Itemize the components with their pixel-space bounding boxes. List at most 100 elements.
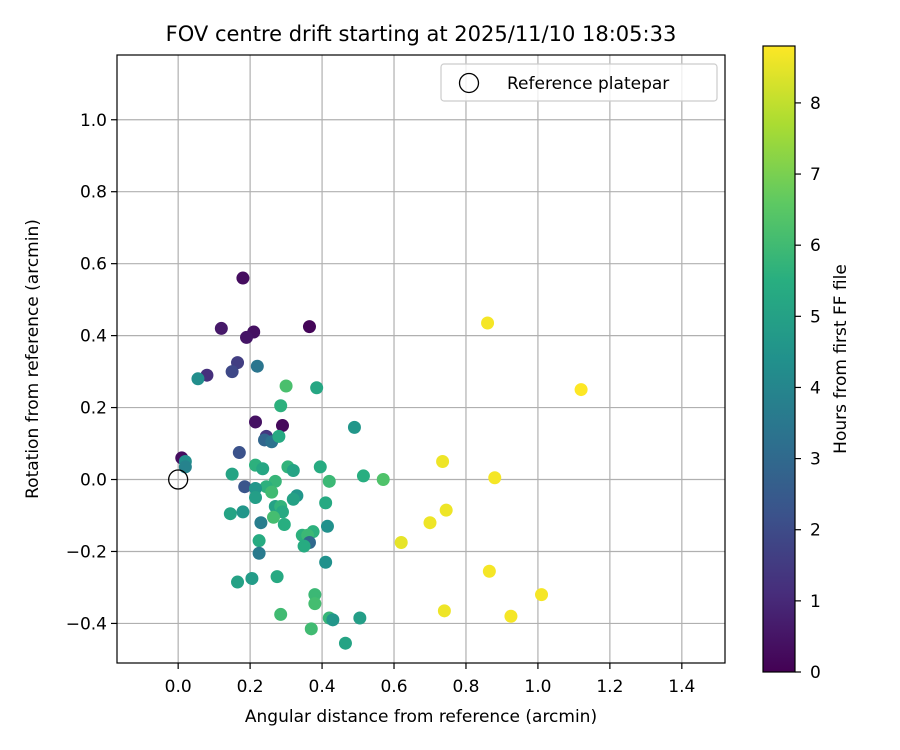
legend-reference-marker-icon — [458, 72, 480, 94]
reference-platepar-marker — [168, 469, 189, 490]
data-point — [236, 271, 250, 285]
data-point — [214, 321, 228, 335]
data-point — [238, 480, 252, 494]
x-tick-label: 0.6 — [380, 677, 407, 697]
data-point — [274, 607, 288, 621]
colorbar-ticks: 0 1 2 3 4 5 6 7 8 — [795, 94, 821, 683]
colorbar-tick-label: 3 — [810, 450, 821, 470]
data-point — [353, 611, 367, 625]
data-point — [308, 597, 322, 611]
data-point — [249, 415, 263, 429]
y-tick-label: 0.6 — [80, 255, 107, 275]
legend-label-reference-platepar: Reference platepar — [507, 74, 669, 94]
data-point — [275, 419, 289, 433]
x-tick-label: 0.8 — [452, 677, 479, 697]
data-point — [319, 555, 333, 569]
colorbar: 0 1 2 3 4 5 6 7 8 Hours from first FF file — [762, 45, 851, 683]
data-point — [178, 460, 192, 474]
colorbar-tick-label: 1 — [810, 592, 821, 612]
data-point — [279, 379, 293, 393]
colorbar-label: Hours from first FF file — [831, 264, 851, 454]
x-tick-label: 0.2 — [237, 677, 264, 697]
legend-box — [440, 63, 718, 102]
data-point — [482, 564, 496, 578]
x-axis-label: Angular distance from reference (arcmin) — [245, 707, 597, 727]
colorbar-tick-label: 5 — [810, 307, 821, 327]
y-tick-label: 0.2 — [80, 399, 107, 419]
y-axis-label: Rotation from reference (arcmin) — [23, 219, 43, 499]
data-point — [252, 546, 266, 560]
data-point — [231, 575, 245, 589]
chart-title: FOV centre drift starting at 2025/11/10 … — [166, 22, 677, 46]
data-point — [423, 516, 437, 530]
data-point — [249, 482, 263, 496]
data-point — [319, 496, 333, 510]
y-tick-label: 0.4 — [80, 327, 107, 347]
data-point — [270, 570, 284, 584]
x-axis-ticks: 0.0 0.2 0.4 0.6 0.8 1.0 1.2 1.4 — [165, 663, 695, 697]
data-point — [249, 491, 263, 505]
colorbar-tick-label: 7 — [810, 165, 821, 185]
colorbar-tick-label: 4 — [810, 378, 821, 398]
legend: Reference platepar — [440, 63, 718, 102]
data-point — [437, 604, 451, 618]
data-point — [274, 399, 288, 413]
data-points — [168, 271, 588, 650]
data-point — [277, 517, 291, 531]
data-point — [504, 609, 518, 623]
y-tick-label: −0.2 — [66, 542, 107, 562]
data-point — [481, 316, 495, 330]
x-tick-label: 0.4 — [309, 677, 336, 697]
colorbar-tick-label: 6 — [810, 236, 821, 256]
data-point — [240, 330, 254, 344]
data-point — [394, 535, 408, 549]
data-point — [439, 503, 453, 517]
colorbar-gradient — [762, 45, 796, 673]
data-point — [297, 539, 311, 553]
data-point — [286, 464, 300, 478]
y-axis-ticks: −0.4 −0.2 0.0 0.2 0.4 0.6 0.8 1.0 — [66, 111, 117, 634]
data-point — [250, 359, 264, 373]
grid — [117, 55, 725, 663]
data-point — [320, 519, 334, 533]
data-point — [310, 381, 324, 395]
data-point — [436, 455, 450, 469]
data-point — [256, 462, 270, 476]
data-point — [245, 571, 259, 585]
data-point — [232, 446, 246, 460]
x-tick-label: 1.0 — [524, 677, 551, 697]
data-point — [223, 507, 237, 521]
data-point — [225, 365, 239, 379]
y-tick-label: −0.4 — [66, 614, 107, 634]
data-point — [225, 467, 239, 481]
data-point — [286, 492, 300, 506]
y-tick-label: 0.8 — [80, 183, 107, 203]
data-point — [488, 471, 502, 485]
data-point — [313, 460, 327, 474]
data-point — [574, 383, 588, 397]
data-point — [304, 622, 318, 636]
data-point — [236, 505, 250, 519]
data-point — [347, 420, 361, 434]
x-tick-label: 1.4 — [668, 677, 695, 697]
data-point — [326, 613, 340, 627]
plot-area-frame — [116, 54, 726, 664]
data-point — [376, 473, 390, 487]
y-tick-label: 0.0 — [80, 471, 107, 491]
data-point — [252, 534, 266, 548]
data-point — [308, 588, 322, 602]
data-point — [266, 510, 280, 524]
data-point — [356, 469, 370, 483]
data-point — [302, 320, 316, 334]
x-tick-label: 1.2 — [596, 677, 623, 697]
data-point — [191, 372, 205, 386]
colorbar-tick-label: 0 — [810, 663, 821, 683]
x-tick-label: 0.0 — [165, 677, 192, 697]
data-point — [322, 474, 336, 488]
y-tick-label: 1.0 — [80, 111, 107, 131]
data-point — [254, 516, 268, 530]
data-point — [535, 588, 549, 602]
data-point — [272, 429, 286, 443]
colorbar-tick-label: 8 — [810, 94, 821, 114]
